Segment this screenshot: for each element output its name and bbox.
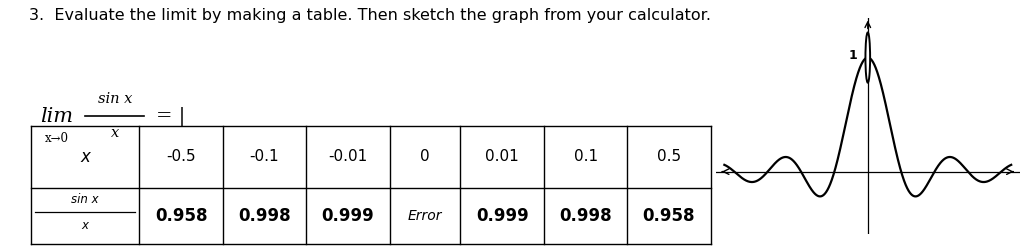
Text: 0.998: 0.998: [238, 207, 290, 225]
Text: 0.958: 0.958: [643, 207, 695, 225]
Text: 0.999: 0.999: [476, 207, 528, 225]
Text: -0.01: -0.01: [329, 149, 368, 164]
Text: 3.  Evaluate the limit by making a table. Then sketch the graph from your calcul: 3. Evaluate the limit by making a table.…: [29, 8, 711, 23]
Text: 1: 1: [849, 49, 857, 62]
Text: -0.5: -0.5: [166, 149, 196, 164]
Text: Error: Error: [408, 209, 442, 223]
Text: 0.958: 0.958: [154, 207, 207, 225]
Text: x: x: [111, 127, 119, 140]
Text: = |: = |: [156, 107, 185, 126]
Text: sin x: sin x: [71, 193, 99, 206]
Text: 0.5: 0.5: [657, 149, 681, 164]
Text: 0.999: 0.999: [321, 207, 374, 225]
Text: 0.01: 0.01: [485, 149, 519, 164]
Text: lim: lim: [40, 107, 73, 126]
Text: x→0: x→0: [44, 132, 69, 145]
Text: 0.1: 0.1: [574, 149, 597, 164]
Text: 0.998: 0.998: [559, 207, 612, 225]
Text: -0.1: -0.1: [249, 149, 279, 164]
Text: x: x: [81, 219, 89, 232]
Circle shape: [865, 33, 870, 83]
Text: x: x: [80, 148, 90, 166]
Text: 0: 0: [420, 149, 430, 164]
Text: sin x: sin x: [98, 92, 132, 106]
